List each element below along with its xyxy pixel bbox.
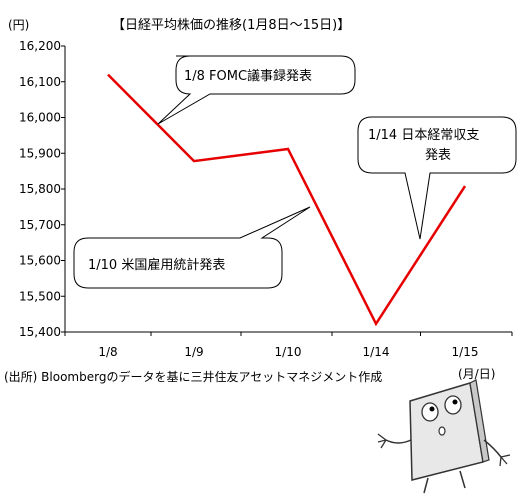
series-layer: [107, 73, 467, 327]
y-tick-label: 15,500: [19, 289, 61, 303]
paper-character-mouth: [438, 426, 446, 436]
x-tick-label: 1/10: [275, 345, 302, 359]
paper-character-legs: [423, 470, 466, 494]
paper-character-left-eye: [421, 402, 439, 422]
x-tick-label: 1/8: [98, 345, 117, 359]
annotation-fomc-text: 1/8 FOMC議事録発表: [184, 69, 312, 84]
paper-character-left-arm: [385, 439, 412, 444]
paper-character-side: [469, 379, 490, 463]
y-tick-label: 16,000: [19, 111, 61, 125]
y-tick-label: 15,700: [19, 218, 61, 232]
annotation-current-account-text-2: 発表: [425, 148, 451, 163]
annotation-current-account-text-1: 1/14 日本経常収支: [368, 128, 479, 143]
y-tick-label: 16,100: [19, 75, 61, 89]
x-tick-label: 1/15: [452, 345, 479, 359]
annotation-employment-text: 1/10 米国雇用統計発表: [88, 257, 225, 273]
y-ticks: 15,400 15,500 15,600 15,700 15,800 15,900 16,0…: [19, 39, 65, 339]
paper-character-right-eye: [444, 395, 462, 415]
y-tick-label: 15,800: [19, 182, 61, 196]
x-tick-label: 1/9: [184, 345, 203, 359]
y-unit-label: (円): [8, 18, 29, 32]
source-note: (出所) Bloombergのデータを基に三井住友アセットマネジメント作成: [4, 369, 382, 384]
y-tick-label: 15,400: [19, 325, 61, 339]
chart-title: 【日経平均株価の推移(1月8日～15日)】: [112, 18, 350, 33]
y-tick-label: 15,600: [19, 254, 61, 268]
annotation-fomc: 1/8 FOMC議事録発表: [157, 55, 356, 125]
x-unit-label: (月/日): [458, 367, 495, 381]
y-tick-label: 15,900: [19, 146, 61, 160]
x-tick-label: 1/14: [363, 345, 390, 359]
y-tick-label: 16,200: [19, 39, 61, 53]
annotation-current-account: 1/14 日本経常収支 発表: [357, 116, 517, 240]
paper-character-right-arm: [483, 439, 502, 458]
x-ticks: 1/8 1/9 1/10 1/14 1/15: [64, 332, 513, 359]
paper-character-illustration: [377, 379, 511, 494]
annotation-employment: 1/10 米国雇用統計発表: [73, 206, 311, 289]
